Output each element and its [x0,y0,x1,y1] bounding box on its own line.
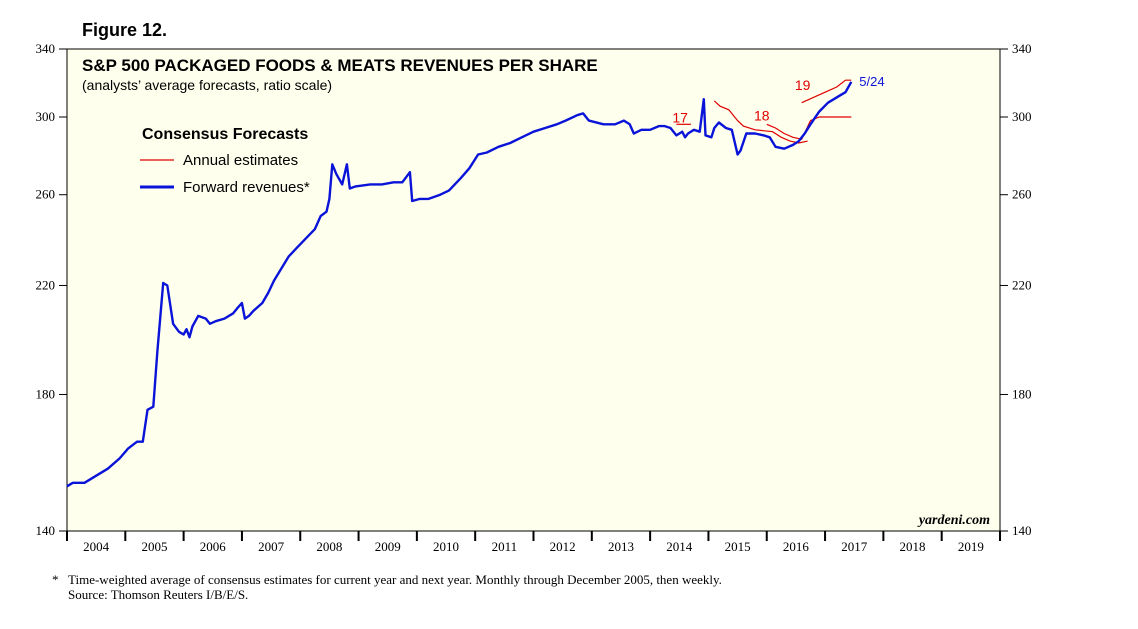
footnote: * Time-weighted average of consensus esti… [52,572,722,602]
y-tick-label-left: 180 [36,386,56,401]
y-tick-label-right: 220 [1012,277,1032,292]
x-tick-label: 2018 [900,539,926,554]
x-tick-label: 2019 [958,539,984,554]
annual-estimate-line [766,116,852,140]
x-tick-label: 2006 [200,539,227,554]
legend-annual-label: Annual estimates [183,152,298,169]
right-y-axis-labels: 140 180 220 260 300 340 [1012,41,1032,538]
y-tick-label-left: 340 [36,41,56,56]
legend-title: Consensus Forecasts [142,126,308,143]
x-tick-label: 2008 [316,539,342,554]
x-tick-label: 2004 [83,539,110,554]
legend-forward-label: Forward revenues* [183,179,310,196]
annual-estimate-line [713,100,808,144]
footnote-line2: Source: Thomson Reuters I/B/E/S. [68,587,249,602]
y-tick-label-right: 340 [1012,41,1032,56]
annual-estimate-label: 17 [672,109,688,125]
chart-subtitle: (analysts’ average forecasts, ratio scal… [82,77,332,93]
x-tick-label: 2010 [433,539,459,554]
y-tick-label-left: 260 [36,187,56,202]
footnote-marker: * [52,572,59,587]
end-date-label: 5/24 [859,74,884,89]
y-tick-label-left: 140 [36,523,56,538]
y-tick-label-right: 140 [1012,523,1032,538]
x-axis-labels: 2004 2005 2006 2007 2008 2009 2010 2011 2012 2013… [83,539,984,554]
axis-ticks [59,48,1008,541]
x-tick-label: 2016 [783,539,810,554]
footnote-line1: Time-weighted average of consensus estim… [68,572,722,587]
annual-estimate-line [801,79,852,104]
annual-estimate-label: 19 [795,77,811,93]
forward-revenues-line [66,81,853,488]
x-tick-label: 2011 [492,539,518,554]
chart: 140 180 220 260 300 340 140 180 220 260 300 340 20… [36,41,1032,554]
x-tick-label: 2012 [550,539,576,554]
y-tick-label-right: 260 [1012,187,1032,202]
x-tick-label: 2005 [141,539,167,554]
x-tick-label: 2007 [258,539,285,554]
x-tick-label: 2009 [375,539,401,554]
y-tick-label-right: 300 [1012,109,1032,124]
x-tick-label: 2017 [841,539,868,554]
y-tick-label-left: 220 [36,277,56,292]
annual-estimate-label: 18 [754,107,770,123]
series-layer: 17 18 19 5/24 [66,74,885,488]
left-y-axis-labels: 140 180 220 260 300 340 [36,41,56,538]
x-tick-label: 2013 [608,539,634,554]
watermark: yardeni.com [917,513,990,528]
figure-label: Figure 12. [82,20,168,40]
chart-title: S&P 500 PACKAGED FOODS & MEATS REVENUES … [82,56,598,75]
plot-area [66,48,1001,532]
x-tick-label: 2015 [725,539,751,554]
y-tick-label-left: 300 [36,109,56,124]
x-tick-label: 2014 [666,539,693,554]
y-tick-label-right: 180 [1012,386,1032,401]
